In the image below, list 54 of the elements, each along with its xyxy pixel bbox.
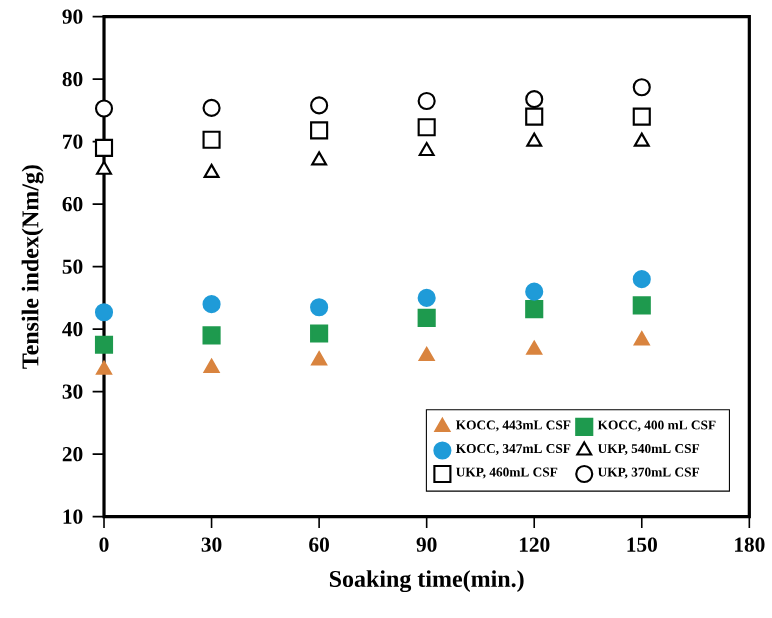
point [202, 295, 221, 314]
y-tick-label: 50 [62, 259, 83, 274]
point [417, 91, 436, 111]
point [94, 335, 114, 354]
point [310, 96, 329, 115]
y-tick-label: 70 [63, 134, 83, 149]
x-axis-title: Soaking time(min.) [329, 570, 524, 593]
point [632, 78, 651, 97]
point [633, 132, 650, 147]
point [310, 324, 329, 343]
point [202, 98, 221, 117]
point [94, 303, 114, 322]
x-tick-label: 150 [627, 537, 657, 552]
point [310, 121, 329, 140]
y-axis-title: Tensile index(Nm/g) [21, 165, 44, 369]
point [310, 298, 329, 317]
point [418, 346, 435, 362]
point [94, 99, 114, 118]
point [96, 160, 113, 175]
point [632, 296, 651, 315]
point [417, 288, 436, 307]
point [96, 360, 113, 375]
point [203, 358, 220, 373]
point [203, 163, 220, 178]
point [202, 326, 221, 345]
point [525, 282, 544, 301]
point [526, 340, 543, 355]
point [94, 138, 114, 157]
y-tick-label: 40 [62, 321, 83, 337]
y-tick-label: 20 [62, 446, 83, 462]
y-tick-label: 30 [62, 384, 83, 399]
point [417, 118, 436, 137]
x-tick-label: 30 [201, 537, 222, 552]
point [418, 141, 435, 157]
x-tick-label: 180 [735, 537, 765, 552]
point [417, 308, 436, 327]
point [311, 151, 328, 166]
point [202, 130, 221, 149]
x-tick-label: 60 [309, 537, 329, 552]
point [632, 270, 651, 289]
y-tick-label: 10 [63, 509, 83, 524]
point [633, 331, 650, 346]
y-tick-label: 60 [62, 196, 83, 212]
y-tick-label: 90 [62, 9, 83, 24]
point [526, 132, 543, 147]
point [632, 107, 651, 126]
x-tick-label: 0 [99, 537, 109, 552]
x-tick-label: 120 [519, 537, 550, 552]
point [525, 107, 544, 126]
x-tick-label: 90 [416, 537, 437, 552]
point [311, 351, 328, 366]
point [525, 90, 544, 109]
point [525, 300, 544, 319]
y-tick-label: 80 [62, 71, 83, 87]
